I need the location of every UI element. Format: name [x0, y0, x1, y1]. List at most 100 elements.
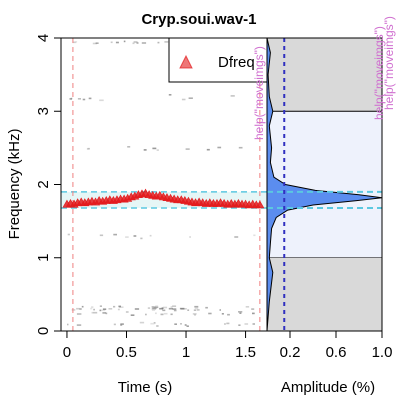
spectrogram-speckle — [147, 307, 151, 309]
spectrogram-speckle — [160, 313, 164, 316]
y-axis: 0 1 2 3 4 — [35, 34, 61, 335]
spectrogram-speckle — [221, 313, 224, 315]
spectrogram-speckle — [100, 309, 106, 312]
spectrogram-speckle — [91, 311, 94, 314]
spectrogram-speckle — [110, 41, 113, 44]
spectrogram-speckle — [179, 307, 185, 310]
y-tick-label: 1 — [35, 254, 52, 262]
spectrogram-speckle — [120, 324, 123, 326]
spectrogram-speckle — [125, 236, 129, 238]
spectrogram-speckle — [253, 234, 256, 237]
spectrogram-speckle — [69, 98, 72, 100]
spectrogram-speckle — [99, 305, 102, 307]
spectrogram-speckle — [127, 146, 131, 148]
spectrogram-speckle — [194, 314, 196, 316]
spectrogram-speckle — [125, 311, 129, 313]
x-tick-label: 1.5 — [235, 344, 256, 361]
spectrogram-speckle — [151, 308, 156, 310]
spectrogram-speckle — [180, 323, 182, 325]
x-tick-label: 0 — [63, 344, 71, 361]
amplitude-x-axis: 0.2 0.6 1.0 — [280, 331, 393, 361]
spectrogram-speckle — [82, 98, 86, 101]
spectrogram-speckle — [230, 95, 235, 97]
spectrogram-speckle — [151, 309, 156, 311]
amplitude-shade-top — [267, 38, 382, 112]
spectrogram-speckle — [194, 307, 199, 310]
amplitude-shade-bottom — [267, 257, 382, 331]
x-tick-label: 0.5 — [116, 344, 137, 361]
spectrogram-speckle — [187, 309, 190, 311]
spectrogram-speckle — [173, 309, 177, 312]
spectrogram-speckle — [208, 312, 212, 315]
x-axis: 0 0.5 1 1.5 — [63, 331, 256, 361]
y-tick-label: 2 — [35, 180, 52, 188]
spectrogram-speckle — [105, 312, 108, 315]
spectrogram-speckle — [75, 41, 78, 43]
y-axis-label: Frequency (kHz) — [6, 129, 23, 240]
spectrogram-speckle — [102, 308, 107, 310]
spectrogram-noise — [67, 40, 256, 327]
spectrogram-speckle — [159, 307, 163, 310]
amplitude-frame — [266, 37, 383, 332]
spectrogram-speckle — [164, 41, 169, 43]
amplitude-panel: 0.2 0.6 1.0 — [266, 37, 393, 361]
spectrogram-speckle — [251, 308, 255, 310]
amplitude-tick-label: 0.2 — [280, 344, 301, 361]
spectrogram-speckle — [72, 41, 77, 44]
spectrogram-background — [61, 38, 267, 331]
spectrogram-speckle — [188, 97, 193, 99]
help-notes: help("moveimgs") help("moveimgs") help("… — [252, 16, 396, 140]
amplitude-tick-label: 0.6 — [326, 344, 347, 361]
spectrogram-speckle — [155, 312, 157, 315]
spectrogram-speckle — [252, 312, 255, 315]
spectrogram-speckle — [217, 146, 222, 149]
spectrogram-speckle — [113, 233, 117, 236]
spectrogram-speckle — [81, 305, 84, 308]
spectrogram-speckle — [99, 309, 102, 312]
spectrogram-speckle — [113, 305, 116, 308]
y-tick-label: 3 — [35, 107, 52, 115]
spectrogram-speckle — [219, 309, 221, 311]
spectrogram-speckle — [88, 97, 92, 100]
spectrogram-speckle — [157, 41, 160, 44]
spectrogram-speckle — [76, 313, 82, 315]
spectrogram-speckle — [205, 306, 208, 309]
spectrogram-speckle — [86, 148, 89, 150]
spectrogram-speckle — [133, 235, 137, 237]
spectrogram-speckle — [172, 305, 177, 307]
help-note-2: help("moveimgs") — [372, 26, 386, 120]
spectrogram-speckle — [108, 308, 113, 310]
x-tick-label: 1 — [182, 344, 190, 361]
spectrogram-speckle — [172, 308, 177, 310]
spectrogram-speckle — [162, 306, 168, 309]
spectrogram-speckle — [99, 99, 104, 102]
chart-title: Cryp.soui.wav-1 — [141, 11, 256, 28]
spectrogram-speckle — [194, 305, 199, 308]
spectrogram-speckle — [168, 307, 173, 310]
spectrogram-speckle — [140, 237, 143, 240]
spectrogram-speckle — [118, 305, 121, 308]
spectrogram-speckle — [91, 306, 94, 308]
spectrogram-speckle — [245, 306, 250, 308]
spectrogram-speckle — [153, 322, 156, 324]
spectrogram-speckle — [170, 306, 173, 308]
spectrogram-speckle — [192, 313, 197, 315]
spectrogram-speckle — [79, 308, 82, 310]
spectrogram-speckle — [234, 236, 239, 238]
legend-label-dfreq: Dfreq — [218, 54, 255, 71]
spectrogram-speckle — [224, 323, 226, 325]
help-note-1: help("moveimgs") — [252, 46, 266, 140]
spectrogram-speckle — [183, 308, 187, 310]
amplitude-tick-label: 1.0 — [372, 344, 393, 361]
spectrogram-speckle — [76, 324, 82, 326]
spectrogram-speckle — [130, 314, 135, 316]
spectrogram-speckle — [244, 323, 249, 325]
spectrogram-speckle — [102, 312, 107, 314]
spectrogram-speckle — [99, 234, 104, 237]
legend-marker-triangle — [179, 54, 193, 69]
dfreq-point — [255, 200, 265, 209]
spectrogram-speckle — [143, 149, 147, 151]
spectrogram-speckle — [226, 322, 230, 325]
spectrogram-speckle — [206, 148, 210, 151]
